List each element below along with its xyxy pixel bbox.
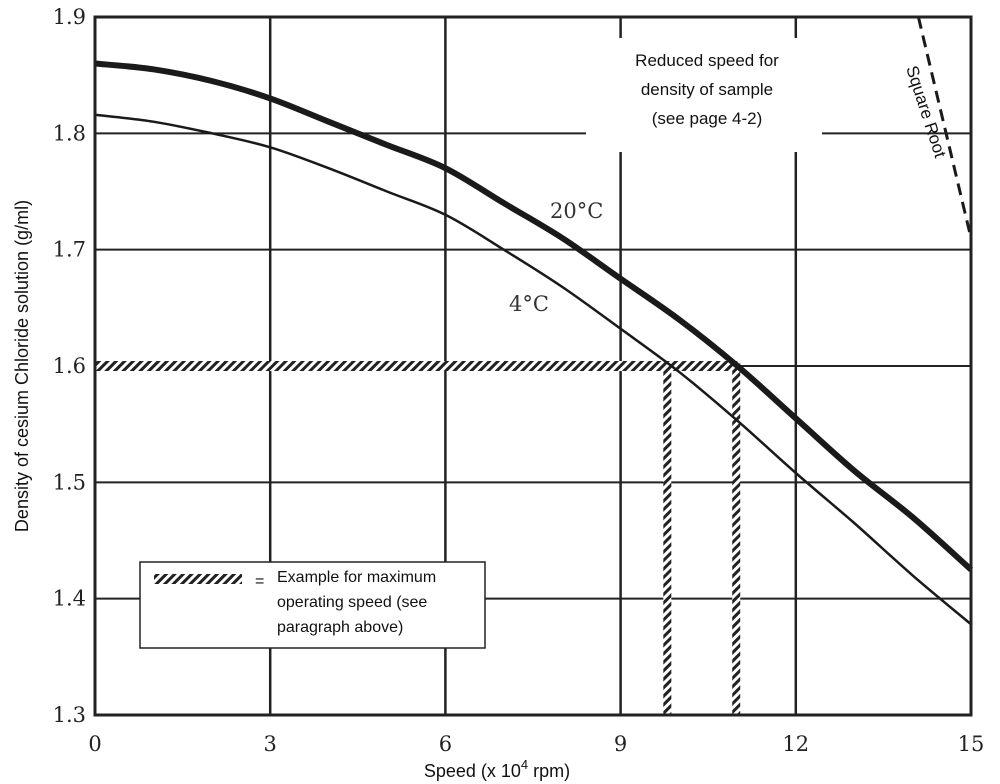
y-tick-label-6: 1.9 xyxy=(53,5,86,29)
square-root-label-group: Square Root xyxy=(902,63,950,160)
x-tick-label-1: 3 xyxy=(264,732,277,756)
x-tick-label-5: 15 xyxy=(958,732,985,756)
x-tick-label-3: 9 xyxy=(614,732,627,756)
reduced-speed-line-1: Reduced speed for xyxy=(635,51,779,70)
x-axis-title: Speed (x 104 rpm) xyxy=(424,757,570,781)
y-tick-label-5: 1.8 xyxy=(53,121,86,145)
series-label-20c: 20°C xyxy=(550,199,603,223)
x-axis-title-tail: rpm) xyxy=(528,761,570,781)
tick-labels: 0 3 6 9 12 15 1.3 1.4 1.5 1.6 1.7 1.8 1.9 xyxy=(53,5,985,756)
reduced-speed-note: Reduced speed for density of sample (see… xyxy=(586,38,822,152)
y-tick-label-0: 1.3 xyxy=(53,703,86,727)
plot-frame xyxy=(93,15,973,717)
series-line-20-c xyxy=(94,60,974,572)
series-label-4c: 4°C xyxy=(509,292,549,316)
y-tick-label-3: 1.6 xyxy=(53,354,86,378)
reduced-speed-line-2: density of sample xyxy=(641,80,773,99)
y-axis-title: Density of cesium Chloride solution (g/m… xyxy=(12,200,32,532)
series-line-4-c xyxy=(94,113,972,626)
example-hatch-lines xyxy=(95,361,741,715)
x-tick-label-2: 6 xyxy=(439,732,452,756)
square-root-label: Square Root xyxy=(902,63,950,160)
x-tick-label-4: 12 xyxy=(782,732,809,756)
example-density-line xyxy=(95,361,737,371)
legend-line-1: Example for maximum xyxy=(277,569,436,586)
series xyxy=(94,16,974,626)
legend-hatch-swatch xyxy=(154,574,242,584)
series-line-square-root xyxy=(916,16,973,239)
legend: = Example for maximum operating speed (s… xyxy=(139,561,486,649)
x-axis-title-sup: 4 xyxy=(521,757,528,772)
y-tick-label-2: 1.5 xyxy=(53,470,86,494)
x-tick-label-0: 0 xyxy=(88,732,101,756)
y-tick-label-4: 1.7 xyxy=(53,238,86,262)
y-tick-label-1: 1.4 xyxy=(53,587,86,611)
legend-equals: = xyxy=(255,573,264,590)
example-speed-line-20c xyxy=(732,361,741,715)
reduced-speed-line-3: (see page 4-2) xyxy=(652,109,763,128)
x-axis-title-main: Speed (x 10 xyxy=(424,761,521,781)
legend-line-3: paragraph above) xyxy=(277,619,403,636)
legend-line-2: operating speed (see xyxy=(277,594,427,611)
example-speed-line-4c xyxy=(663,361,672,715)
